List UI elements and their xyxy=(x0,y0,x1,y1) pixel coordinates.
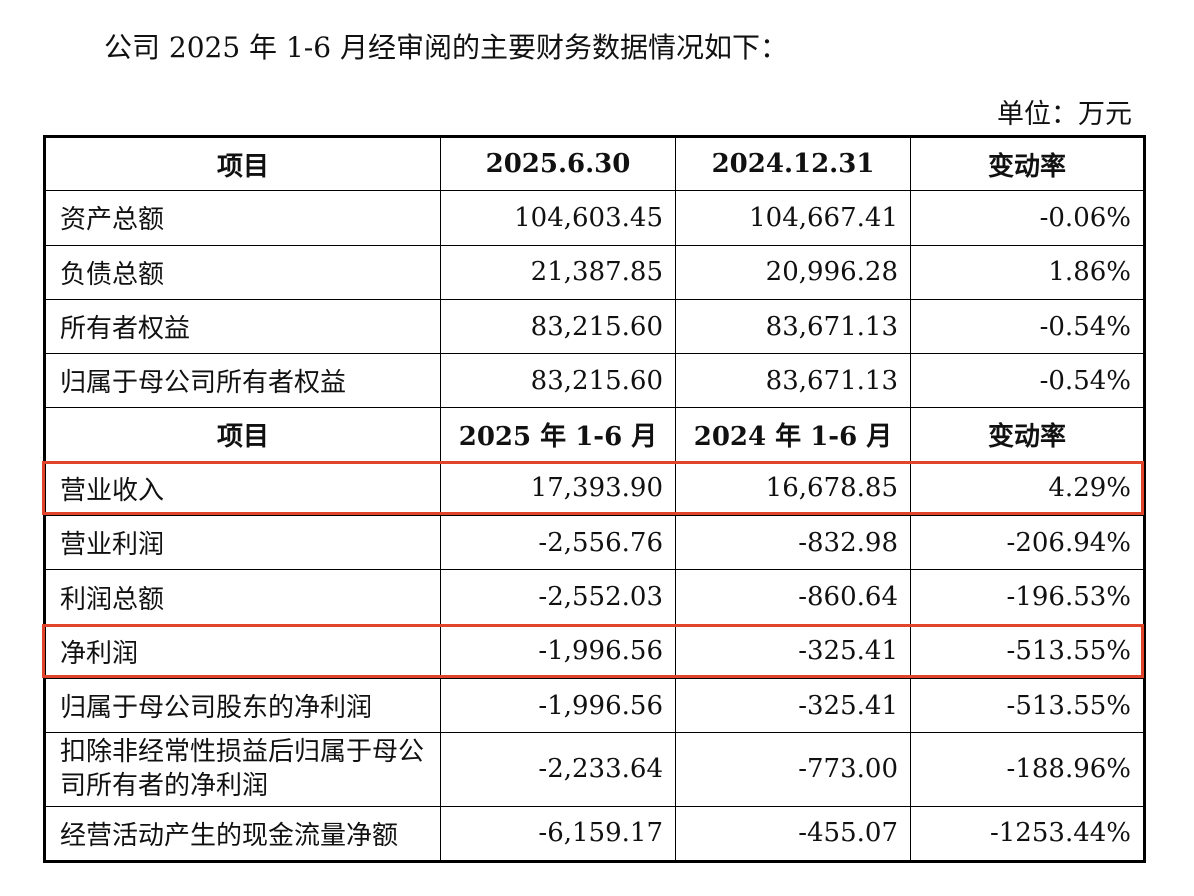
change-rate: -0.54% xyxy=(910,298,1145,355)
value-2024: -832.98 xyxy=(675,515,911,571)
value-2024: 20,996.28 xyxy=(675,244,911,300)
value-2025: -1,996.56 xyxy=(440,677,676,734)
table-row: 扣除非经常性损益后归属于母公司所有者的净利润 -2,233.64 -773.00… xyxy=(44,732,1145,807)
value-2024: -860.64 xyxy=(675,569,911,625)
change-rate: 1.86% xyxy=(910,244,1145,300)
value-2024: 16,678.85 xyxy=(675,460,911,517)
row-label: 净利润 xyxy=(44,623,441,679)
value-2024: -325.41 xyxy=(675,677,911,734)
value-2024: 83,671.13 xyxy=(675,353,911,409)
change-rate: -196.53% xyxy=(910,569,1145,625)
row-label: 归属于母公司股东的净利润 xyxy=(44,677,441,734)
value-2025: -2,552.03 xyxy=(440,569,676,625)
row-label: 负债总额 xyxy=(44,244,441,300)
value-2025: 104,603.45 xyxy=(440,190,676,246)
change-rate: -513.55% xyxy=(910,623,1145,679)
row-label: 经营活动产生的现金流量净额 xyxy=(44,805,441,863)
header-change-rate: 变动率 xyxy=(910,135,1145,192)
change-rate: -513.55% xyxy=(910,677,1145,734)
value-2024: 104,667.41 xyxy=(675,190,911,246)
value-2024: -773.00 xyxy=(675,732,911,807)
table-row: 负债总额 21,387.85 20,996.28 1.86% xyxy=(44,244,1145,300)
value-2024: -325.41 xyxy=(675,623,911,679)
financial-table: 项目 2025.6.30 2024.12.31 变动率 资产总额 104,603… xyxy=(43,135,1146,863)
change-rate: -0.06% xyxy=(910,190,1145,246)
row-label: 利润总额 xyxy=(44,569,441,625)
value-2025: -1,996.56 xyxy=(440,623,676,679)
value-2025: 83,215.60 xyxy=(440,353,676,409)
income-header-row: 项目 2025 年 1-6 月 2024 年 1-6 月 变动率 xyxy=(44,407,1145,462)
balance-header-row: 项目 2025.6.30 2024.12.31 变动率 xyxy=(44,135,1145,192)
intro-text: 公司 2025 年 1-6 月经审阅的主要财务数据情况如下： xyxy=(104,31,788,64)
header-change-rate: 变动率 xyxy=(910,407,1145,462)
row-label: 扣除非经常性损益后归属于母公司所有者的净利润 xyxy=(44,732,441,807)
change-rate: -0.54% xyxy=(910,353,1145,409)
change-rate: -206.94% xyxy=(910,515,1145,571)
change-rate: 4.29% xyxy=(910,460,1145,517)
value-2025: 17,393.90 xyxy=(440,460,676,517)
table-row: 利润总额 -2,552.03 -860.64 -196.53% xyxy=(44,569,1145,625)
value-2025: -2,233.64 xyxy=(440,732,676,807)
value-2025: 21,387.85 xyxy=(440,244,676,300)
header-period-2025: 2025 年 1-6 月 xyxy=(440,407,676,462)
value-2025: -2,556.76 xyxy=(440,515,676,571)
row-label: 营业利润 xyxy=(44,515,441,571)
row-label: 营业收入 xyxy=(44,460,441,517)
header-date-2025: 2025.6.30 xyxy=(440,135,676,192)
value-2024: 83,671.13 xyxy=(675,298,911,355)
unit-label: 单位：万元 xyxy=(997,99,1132,130)
table-row: 归属于母公司所有者权益 83,215.60 83,671.13 -0.54% xyxy=(44,353,1145,409)
value-2024: -455.07 xyxy=(675,805,911,863)
table-row: 所有者权益 83,215.60 83,671.13 -0.54% xyxy=(44,298,1145,355)
table-row: 资产总额 104,603.45 104,667.41 -0.06% xyxy=(44,190,1145,246)
row-label: 资产总额 xyxy=(44,190,441,246)
header-period-2024: 2024 年 1-6 月 xyxy=(675,407,911,462)
change-rate: -1253.44% xyxy=(910,805,1145,863)
value-2025: -6,159.17 xyxy=(440,805,676,863)
row-label: 归属于母公司所有者权益 xyxy=(44,353,441,409)
table-row: 营业收入 17,393.90 16,678.85 4.29% xyxy=(44,460,1145,517)
table-row: 经营活动产生的现金流量净额 -6,159.17 -455.07 -1253.44… xyxy=(44,805,1145,863)
table-row: 归属于母公司股东的净利润 -1,996.56 -325.41 -513.55% xyxy=(44,677,1145,734)
header-date-2024: 2024.12.31 xyxy=(675,135,911,192)
header-item: 项目 xyxy=(44,135,441,192)
row-label: 所有者权益 xyxy=(44,298,441,355)
table-row: 净利润 -1,996.56 -325.41 -513.55% xyxy=(44,623,1145,679)
change-rate: -188.96% xyxy=(910,732,1145,807)
header-item: 项目 xyxy=(44,407,441,462)
table-row: 营业利润 -2,556.76 -832.98 -206.94% xyxy=(44,515,1145,571)
value-2025: 83,215.60 xyxy=(440,298,676,355)
